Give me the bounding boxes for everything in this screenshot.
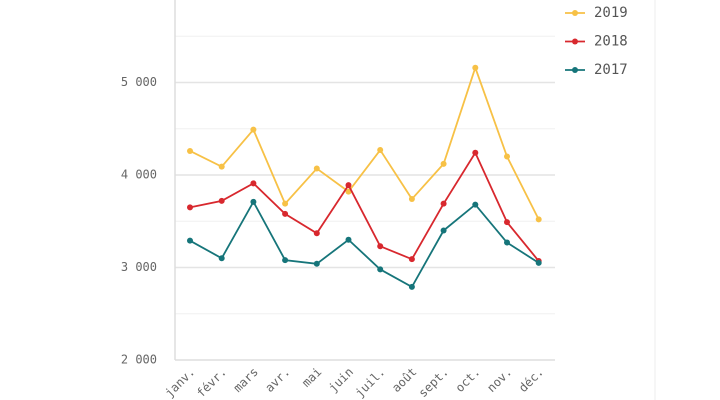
point xyxy=(440,227,447,234)
legend-marker xyxy=(572,67,578,73)
point xyxy=(313,260,320,267)
point xyxy=(313,230,320,237)
x-tick-label: nov. xyxy=(484,365,514,395)
y-tick-label: 2 000 xyxy=(121,353,157,367)
legend-label: 2017 xyxy=(594,62,628,78)
point xyxy=(440,200,447,207)
x-tick-label: juil. xyxy=(352,365,387,400)
x-tick-label: mai xyxy=(299,365,324,390)
point xyxy=(472,201,479,208)
point xyxy=(250,126,257,133)
point xyxy=(282,257,289,264)
point xyxy=(250,198,257,205)
legend-label: 2018 xyxy=(594,34,628,50)
point xyxy=(504,153,510,160)
y-tick-label: 4 000 xyxy=(121,168,157,182)
x-tick-label: févr. xyxy=(194,365,229,400)
x-tick-label: mars xyxy=(231,365,261,395)
series-line xyxy=(189,64,540,220)
point xyxy=(313,165,320,172)
point xyxy=(218,255,225,262)
series-line xyxy=(189,199,540,289)
point xyxy=(504,219,510,226)
y-tick-label: 3 000 xyxy=(121,260,157,274)
point xyxy=(345,182,352,189)
point xyxy=(535,259,542,266)
point xyxy=(218,197,225,204)
point xyxy=(187,147,193,154)
point xyxy=(408,283,415,290)
point xyxy=(345,236,352,243)
y-tick-label: 5 000 xyxy=(121,75,157,89)
x-tick-label: janv. xyxy=(162,365,197,400)
point xyxy=(377,147,384,154)
point xyxy=(472,149,479,156)
series-line xyxy=(189,150,540,262)
point xyxy=(345,188,352,195)
point xyxy=(282,200,289,207)
point xyxy=(377,266,384,273)
x-tick-label: sept. xyxy=(416,365,451,400)
legend-marker xyxy=(572,10,578,16)
point xyxy=(535,216,542,223)
legend: 2019 2018 2017 xyxy=(565,5,628,78)
point xyxy=(408,196,415,203)
point xyxy=(218,163,225,170)
point xyxy=(282,210,289,217)
point xyxy=(408,256,415,263)
point xyxy=(504,239,510,246)
legend-marker xyxy=(572,38,578,45)
point xyxy=(377,243,384,250)
x-tick-label: déc. xyxy=(516,365,546,395)
point xyxy=(440,160,447,167)
legend-label: 2019 xyxy=(594,5,628,21)
x-tick-label: oct. xyxy=(453,365,483,395)
point xyxy=(472,64,479,71)
point xyxy=(187,237,193,244)
point xyxy=(187,204,193,211)
point xyxy=(250,180,257,187)
x-tick-label: avr. xyxy=(262,365,292,395)
